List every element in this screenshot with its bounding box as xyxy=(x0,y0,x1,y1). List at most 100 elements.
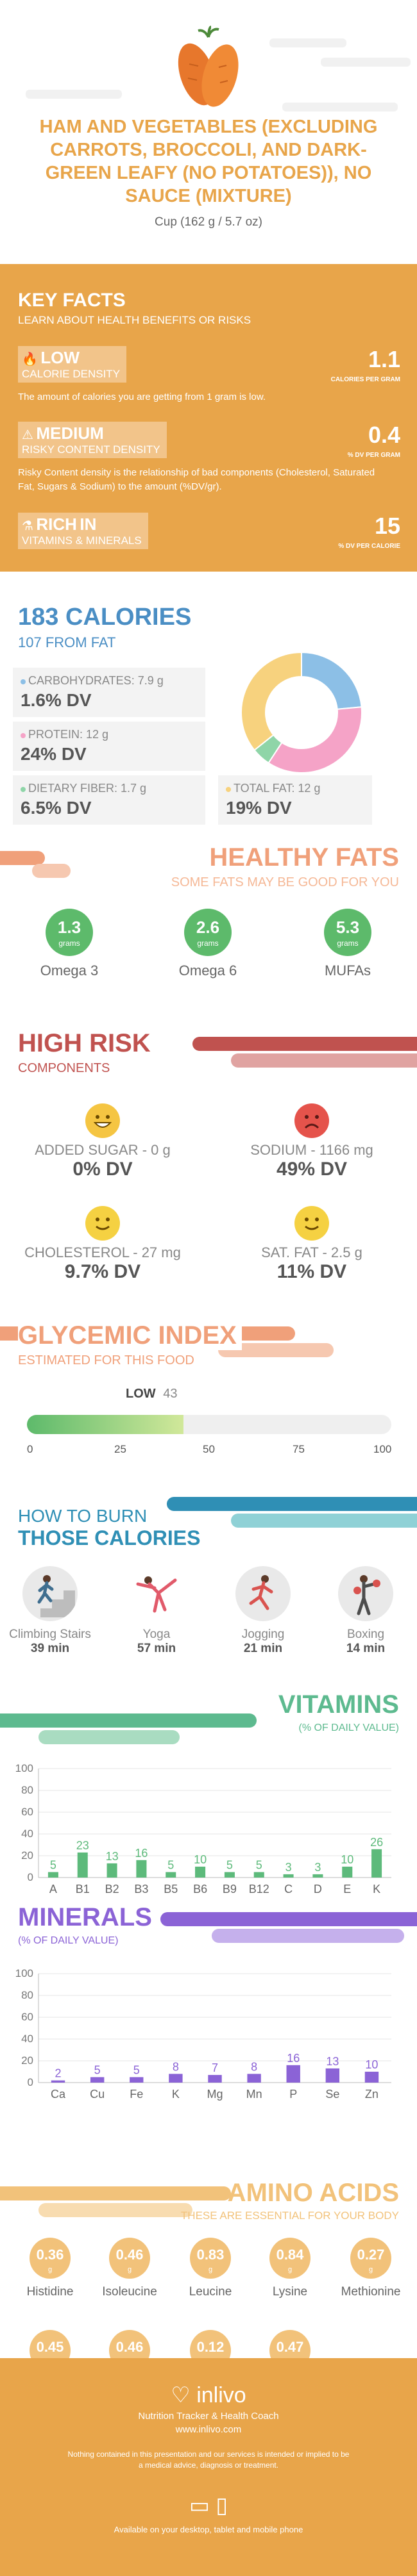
amino-name: Lysine xyxy=(272,2285,308,2299)
risk-label: CHOLESTEROL - 27 mg xyxy=(24,1244,181,1260)
burn-jogging: Jogging 21 min xyxy=(218,1566,308,1656)
vitamin-category-label: B1 xyxy=(76,1883,90,1895)
fat-mufas: 5.3 grams MUFAs xyxy=(309,909,386,979)
nutrient-dv: 24% DV xyxy=(21,744,87,764)
mineral-bar-Zn xyxy=(364,2072,379,2083)
calories-section: 183 CALORIES 107 FROM FAT CARBOHYDRATES:… xyxy=(0,596,417,825)
mineral-value-label: 5 xyxy=(94,2064,101,2077)
flask-icon: ⚗ xyxy=(22,519,33,533)
vitamin-bar-B3 xyxy=(136,1860,147,1878)
serving-size: Cup (162 g / 5.7 oz) xyxy=(155,215,262,229)
amino-value: 0.36 xyxy=(36,2247,64,2263)
yoga-icon xyxy=(129,1566,184,1621)
amino-isoleucine: 0.46 g Isoleucine xyxy=(91,2238,168,2299)
mineral-value-label: 8 xyxy=(251,2060,257,2073)
calorie-density-badge: 🔥 LOW CALORIE DENSITY xyxy=(18,346,127,383)
amino-title: AMINO ACIDS xyxy=(227,2179,399,2207)
mineral-value-label: 8 xyxy=(173,2060,179,2073)
vitamin-bar-C xyxy=(283,1874,294,1878)
amino-amount-circle: 0.83 g xyxy=(190,2238,231,2279)
vitamin-bar-K xyxy=(371,1849,382,1878)
amino-unit: g xyxy=(208,2266,213,2274)
vitamin-category-label: E xyxy=(343,1883,351,1895)
header: HAM AND VEGETABLES (EXCLUDING CARROTS, B… xyxy=(0,0,417,250)
amino-value: 0.47 xyxy=(276,2339,304,2355)
nutrient-dv: 6.5% DV xyxy=(21,798,92,818)
brand-name: inlivo xyxy=(196,2383,246,2407)
jogging-icon xyxy=(235,1566,291,1621)
vitamin-bar-B6 xyxy=(195,1867,206,1878)
glycemic-tick: 50 xyxy=(203,1443,215,1455)
key-facts-subtitle: LEARN ABOUT HEALTH BENEFITS OR RISKS xyxy=(18,314,251,326)
fat-value: 1.3 xyxy=(57,918,81,937)
vitamin-y-tick: 80 xyxy=(21,1784,33,1796)
fat-unit: grams xyxy=(337,939,359,948)
boxing-icon xyxy=(338,1566,393,1621)
brand-tagline: Nutrition Tracker & Health Coach xyxy=(138,2411,279,2422)
fat-value: 5.3 xyxy=(336,918,360,937)
devices-icon: ▭ ▯ xyxy=(189,2493,228,2518)
decor-stripe xyxy=(38,1730,180,1744)
nutrient-carbs: CARBOHYDRATES: 7.9 g 1.6% DV xyxy=(13,668,205,717)
mineral-bar-P xyxy=(286,2065,300,2083)
warning-icon: ⚠ xyxy=(22,428,33,442)
risk-label: SAT. FAT - 2.5 g xyxy=(261,1244,362,1260)
dot-icon xyxy=(226,786,231,792)
heart-logo-icon: ♡ xyxy=(171,2383,191,2407)
vitamin-y-tick: 40 xyxy=(21,1828,33,1840)
vitamin-y-tick: 60 xyxy=(21,1806,33,1818)
nutrient-fat: TOTAL FAT: 12 g 19% DV xyxy=(218,775,372,825)
mineral-bar-Mg xyxy=(208,2075,222,2083)
happy-face-icon xyxy=(85,1103,120,1138)
activity-name: Climbing Stairs xyxy=(9,1628,91,1641)
vitamin-y-tick: 0 xyxy=(28,1871,33,1883)
mineral-category-label: Zn xyxy=(365,2088,379,2101)
glycemic-level: LOW xyxy=(126,1387,156,1401)
decor-stripe xyxy=(38,2203,192,2217)
glycemic-tick: 75 xyxy=(293,1443,305,1455)
vitamin-category-label: B5 xyxy=(164,1883,178,1895)
decor-stripe xyxy=(231,1514,417,1528)
mineral-category-label: P xyxy=(289,2088,297,2101)
badge-level: MEDIUM xyxy=(36,424,104,443)
vitamin-bar-E xyxy=(342,1867,353,1878)
donut-slice-fat xyxy=(241,651,302,752)
food-title: HAM AND VEGETABLES (EXCLUDING CARROTS, B… xyxy=(39,117,378,206)
risky-content-value: 0.4 % DV PER GRAM xyxy=(348,422,400,460)
amino-name: Isoleucine xyxy=(102,2285,157,2299)
mineral-bar-Ca xyxy=(51,2080,65,2083)
vitamin-bar-B5 xyxy=(166,1872,176,1878)
key-facts-section: KEY FACTS LEARN ABOUT HEALTH BENEFITS OR… xyxy=(0,264,417,572)
vitamin-value-label: 13 xyxy=(106,1850,119,1863)
amino-methionine: 0.27 g Methionine xyxy=(332,2238,409,2299)
brand-row: ♡ inlivo xyxy=(0,2382,417,2408)
activity-minutes: 39 min xyxy=(30,1642,70,1655)
fat-value: 2.6 xyxy=(196,918,220,937)
amino-amount-circle: 0.36 g xyxy=(30,2238,71,2279)
nutrient-label: TOTAL FAT: 12 g xyxy=(234,782,321,795)
fact-unit: % DV PER CALORIE xyxy=(338,543,400,550)
risk-dv: 0% DV xyxy=(72,1159,133,1180)
calorie-density-value: 1.1 CALORIES PER GRAM xyxy=(331,346,400,384)
glycemic-title: GLYCEMIC INDEX xyxy=(18,1321,242,1350)
amino-amount-circle: 0.46 g xyxy=(109,2238,150,2279)
mineral-y-tick: 20 xyxy=(21,2054,33,2067)
amino-value: 0.46 xyxy=(115,2339,144,2355)
vitamin-value-label: 3 xyxy=(285,1861,292,1874)
amino-value: 0.45 xyxy=(36,2339,64,2355)
glycemic-tick: 25 xyxy=(114,1443,126,1455)
glycemic-value: 43 xyxy=(163,1387,178,1401)
glycemic-bar-fill xyxy=(27,1415,184,1434)
risk-label: ADDED SUGAR - 0 g xyxy=(35,1142,171,1158)
fat-amount-circle: 5.3 grams xyxy=(324,909,371,956)
burn-subtitle: THOSE CALORIES xyxy=(18,1526,201,1549)
vitamin-category-label: C xyxy=(284,1883,293,1895)
amino-value: 0.46 xyxy=(115,2247,144,2263)
risky-content-badge: ⚠ MEDIUM RISKY CONTENT DENSITY xyxy=(18,422,167,458)
mineral-category-label: Mn xyxy=(246,2088,262,2101)
vitamin-value-label: 3 xyxy=(314,1861,321,1874)
mineral-value-label: 10 xyxy=(365,2058,378,2071)
mineral-y-tick: 100 xyxy=(15,1967,33,1979)
fat-name: MUFAs xyxy=(324,962,371,978)
